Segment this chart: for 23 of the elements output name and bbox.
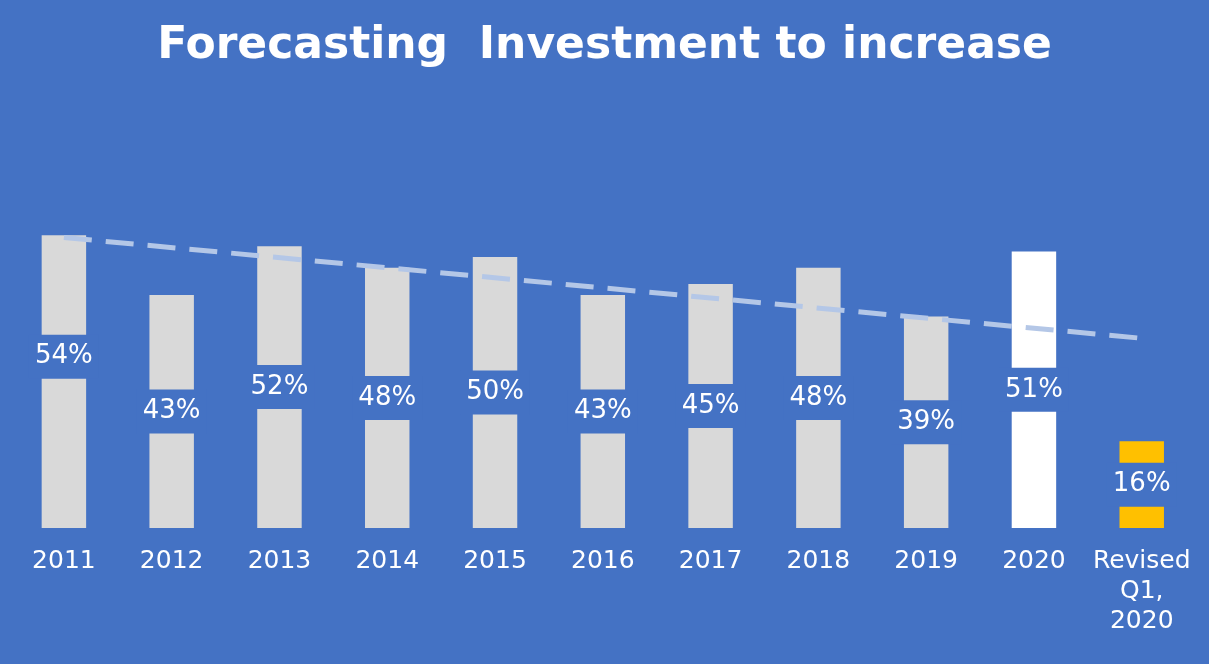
x-tick-label: 2018 [786,544,851,574]
x-tick-label: 2012 [139,544,204,574]
data-label: 39% [897,405,956,436]
x-tick-label: 2014 [355,544,420,574]
data-label: 48% [789,380,848,411]
data-label: 45% [681,388,740,419]
x-tick-label: 2013 [247,544,312,574]
data-label: 16% [1112,467,1171,498]
data-label: 43% [142,394,201,425]
data-label: 54% [34,339,93,370]
x-tick-label: Revised Q1, 2020 [1092,544,1191,634]
chart-title: Forecasting Investment to increase [157,16,1052,68]
x-tick-label: 2016 [570,544,635,574]
data-label: 43% [573,394,632,425]
data-label: 51% [1005,372,1063,403]
data-label: 48% [358,380,417,411]
data-label: 52% [250,369,309,400]
x-tick-label: 2017 [678,544,743,574]
x-tick-label: 2011 [32,544,96,574]
x-tick-label: 2019 [894,544,958,574]
x-tick-label: 2020 [1002,544,1066,574]
data-label: 50% [466,375,524,406]
x-tick-label: 2015 [463,544,527,574]
